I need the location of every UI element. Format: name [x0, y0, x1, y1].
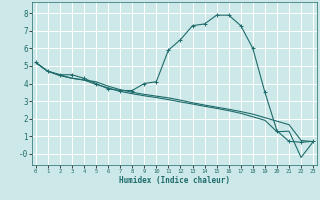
- X-axis label: Humidex (Indice chaleur): Humidex (Indice chaleur): [119, 176, 230, 185]
